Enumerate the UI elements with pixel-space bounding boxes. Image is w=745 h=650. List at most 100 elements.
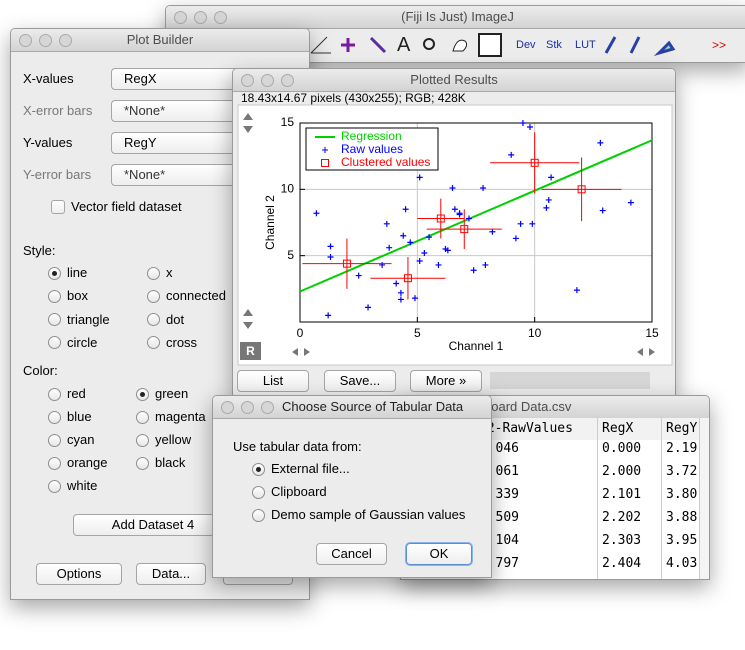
radio-button[interactable] (48, 313, 61, 327)
window-button[interactable] (174, 11, 187, 24)
radio-label: box (67, 288, 88, 304)
button[interactable]: List (237, 370, 309, 392)
radio-label: orange (67, 455, 108, 470)
radio-label: dot (166, 311, 185, 327)
section-label: Style: (23, 243, 56, 258)
button[interactable]: OK (406, 543, 472, 565)
tool-icons[interactable] (604, 36, 676, 57)
raw-point (383, 220, 390, 227)
table-cell: 336 (471, 579, 519, 580)
window-button[interactable] (241, 74, 254, 87)
button[interactable]: More » (410, 370, 482, 392)
radio-button[interactable] (48, 433, 61, 447)
color-picker[interactable] (478, 33, 502, 57)
regression-line (299, 139, 653, 293)
window-button[interactable] (214, 11, 227, 24)
radio-button[interactable] (136, 387, 149, 401)
angle-tool[interactable] (310, 36, 331, 54)
reset-button[interactable] (240, 342, 261, 360)
tool-label: LUT (575, 39, 596, 51)
image-info: 18.43x14.67 pixels (430x255); RGB; 428K (241, 91, 466, 105)
magnifier-tool[interactable] (423, 38, 435, 50)
table-cell: 2.303 (602, 533, 642, 548)
raw-point (397, 296, 404, 303)
window-button[interactable] (281, 74, 294, 87)
radio-button[interactable] (252, 485, 265, 499)
button[interactable]: Cancel (316, 543, 387, 565)
radio-button[interactable] (48, 266, 61, 280)
checkbox[interactable] (51, 200, 65, 214)
plot-frame (299, 122, 653, 323)
tool-label: A (397, 34, 411, 56)
column-divider (661, 418, 662, 579)
radio-button[interactable] (252, 508, 265, 522)
radio-button[interactable] (147, 289, 160, 303)
cluster-point (403, 274, 412, 283)
window-button[interactable] (19, 34, 32, 47)
y-axis-label: Channel 2 (263, 195, 277, 250)
radio-button[interactable] (136, 410, 149, 424)
button[interactable]: Save... (324, 370, 396, 392)
table-cell: 797 (495, 556, 519, 571)
legend-swatch (321, 159, 329, 167)
y-tick-label: 5 (287, 248, 294, 262)
raw-point (435, 261, 442, 268)
cluster-point (460, 225, 469, 234)
field-label: X-error bars (23, 103, 93, 118)
radio-button[interactable] (252, 462, 265, 476)
window-title: (Fiji Is Just) ImageJ (401, 9, 514, 24)
table-cell: 2.202 (602, 510, 642, 525)
toolbar (310, 33, 676, 57)
raw-point (327, 243, 334, 250)
radio-button[interactable] (136, 433, 149, 447)
window-button[interactable] (39, 34, 52, 47)
radio-button[interactable] (48, 479, 61, 493)
window-button[interactable] (241, 401, 254, 414)
raw-point (543, 204, 550, 211)
raw-point (421, 250, 428, 257)
radio-button[interactable] (48, 456, 61, 470)
legend-label: Clustered values (341, 155, 430, 169)
raw-point (451, 206, 458, 213)
button[interactable]: Add Dataset 4 (73, 514, 233, 536)
radio-button[interactable] (147, 266, 160, 280)
raw-point (545, 196, 552, 203)
window-button[interactable] (59, 34, 72, 47)
scrollbar[interactable] (699, 418, 709, 579)
table-cell: 104 (495, 533, 519, 548)
radio-label: triangle (67, 311, 110, 327)
radio-button[interactable] (147, 336, 160, 350)
legend-label: Regression (341, 129, 402, 143)
table-cell: 2.404 (602, 556, 642, 571)
window-button[interactable] (194, 11, 207, 24)
window-button[interactable] (261, 401, 274, 414)
wand-tool[interactable] (369, 36, 387, 54)
radio-button[interactable] (48, 289, 61, 303)
raw-point (365, 304, 372, 311)
radio-label: green (155, 386, 189, 401)
window-button[interactable] (261, 74, 274, 87)
hand-tool[interactable] (452, 39, 468, 52)
field-label: Y-values (23, 135, 73, 150)
button[interactable]: Data... (136, 563, 206, 585)
window-title: board Data.csv (484, 399, 572, 414)
radio-button[interactable] (48, 387, 61, 401)
raw-point (470, 267, 477, 274)
legend-label: Raw values (341, 142, 403, 156)
button[interactable]: Options (36, 563, 122, 585)
radio-button[interactable] (48, 336, 61, 350)
field-label: Y-error bars (23, 167, 92, 182)
point-tool[interactable] (341, 38, 355, 52)
raw-point (397, 289, 404, 296)
section-label: Color: (23, 363, 58, 378)
radio-label: line (67, 265, 88, 280)
radio-button[interactable] (48, 410, 61, 424)
radio-button[interactable] (147, 313, 160, 327)
radio-label: blue (67, 409, 92, 424)
status-bar (490, 372, 650, 389)
raw-point (529, 220, 536, 227)
raw-point (355, 272, 362, 279)
window-button[interactable] (221, 401, 234, 414)
radio-button[interactable] (136, 456, 149, 470)
